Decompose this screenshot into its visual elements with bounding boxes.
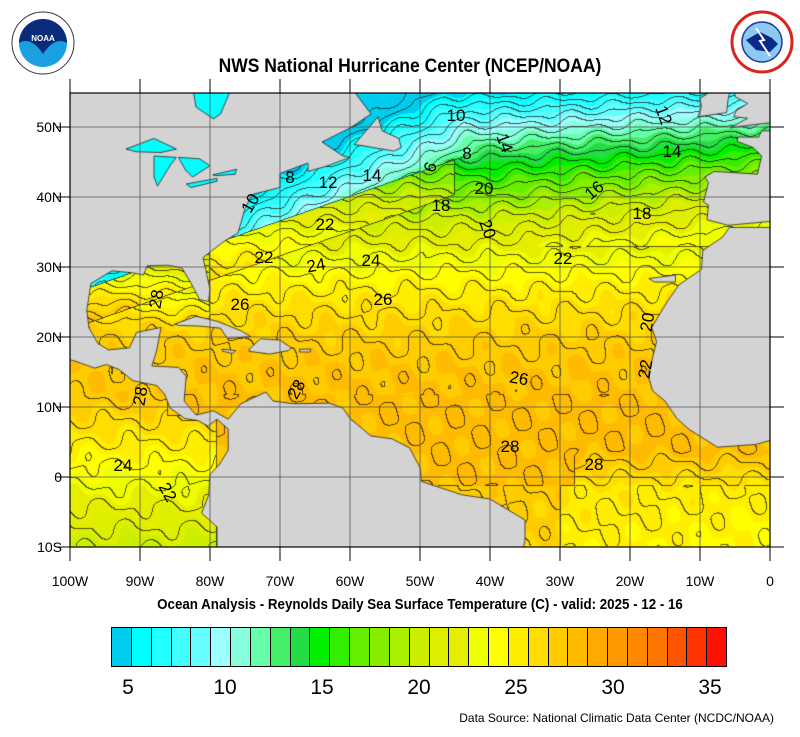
contour-label: 22 bbox=[316, 215, 335, 234]
lon-tick-label: 50W bbox=[406, 573, 436, 589]
colorbar-bin bbox=[707, 628, 727, 666]
contour-label: 28 bbox=[129, 385, 151, 407]
colorbar-bin bbox=[151, 628, 172, 666]
colorbar-bin bbox=[429, 628, 450, 666]
lat-tick-label: 10N bbox=[36, 399, 62, 415]
contour-label: 12 bbox=[319, 173, 338, 192]
contour-label: 28 bbox=[145, 288, 167, 310]
colorbar-bin bbox=[250, 628, 271, 666]
colorbar-bin bbox=[112, 628, 132, 666]
colorbar-bin bbox=[548, 628, 569, 666]
colorbar-bin bbox=[687, 628, 708, 666]
lon-tick-label: 40W bbox=[476, 573, 506, 589]
colorbar-bin bbox=[369, 628, 390, 666]
lon-tick-label: 90W bbox=[126, 573, 156, 589]
lon-tick-label: 30W bbox=[546, 573, 576, 589]
svg-text:NOAA: NOAA bbox=[31, 34, 55, 43]
lon-tick-label: 60W bbox=[336, 573, 366, 589]
contour-label: 14 bbox=[492, 131, 516, 155]
colorbar-bin bbox=[489, 628, 509, 666]
lat-tick-label: 20N bbox=[36, 329, 62, 345]
colorbar-bin bbox=[231, 628, 251, 666]
lat-tick-label: 40N bbox=[36, 189, 62, 205]
colorbar-bin bbox=[627, 628, 648, 666]
map-overlay: 100W 90W 80W 70W 60W 50W 40W 30W 20W 10W 0 50N 40N 30… bbox=[36, 79, 784, 589]
colorbar-bin bbox=[608, 628, 628, 666]
contour-label: 18 bbox=[633, 204, 652, 223]
colorbar-bin bbox=[330, 628, 351, 666]
colorbar-bin bbox=[667, 628, 688, 666]
contour-label: 22 bbox=[155, 479, 181, 505]
contour-label: 22 bbox=[634, 358, 656, 380]
colorbar-bin bbox=[131, 628, 152, 666]
lat-tick-label: 50N bbox=[36, 119, 62, 135]
contour-label: 14 bbox=[663, 142, 682, 161]
contour-label: 22 bbox=[255, 248, 274, 267]
lat-tick-label: 0 bbox=[54, 469, 62, 485]
lat-tick-label: 30N bbox=[36, 259, 62, 275]
contour-label: 6 bbox=[420, 159, 441, 174]
colorbar bbox=[111, 627, 727, 667]
contour-label: 28 bbox=[501, 437, 520, 456]
colorbar-bin bbox=[191, 628, 212, 666]
map-subtitle: Ocean Analysis - Reynolds Daily Sea Surf… bbox=[157, 597, 683, 613]
colorbar-bin bbox=[270, 628, 291, 666]
contour-label: 28 bbox=[585, 455, 604, 474]
colorbar-label: 20 bbox=[407, 676, 431, 699]
lon-tick-label: 80W bbox=[196, 573, 226, 589]
lat-tick-label: 10S bbox=[37, 539, 62, 555]
contour-label: 20 bbox=[475, 217, 499, 241]
colorbar-bin bbox=[171, 628, 192, 666]
colorbar-bin bbox=[528, 628, 549, 666]
colorbar-label: 15 bbox=[310, 676, 334, 699]
data-source: Data Source: National Climatic Data Cent… bbox=[459, 711, 774, 725]
page-title: NWS National Hurricane Center (NCEP/NOAA… bbox=[218, 56, 602, 77]
colorbar-bin bbox=[310, 628, 331, 666]
lon-tick-label: 0 bbox=[766, 573, 774, 589]
colorbar-bin bbox=[647, 628, 668, 666]
colorbar-bin bbox=[588, 628, 609, 666]
contour-label: 10 bbox=[237, 190, 263, 216]
contour-label: 18 bbox=[432, 196, 451, 215]
colorbar-bin bbox=[469, 628, 490, 666]
contour-label: 20 bbox=[475, 179, 494, 198]
colorbar-bin bbox=[449, 628, 470, 666]
contour-label: 16 bbox=[581, 177, 608, 204]
colorbar-bin bbox=[508, 628, 529, 666]
lon-tick-label: 100W bbox=[52, 573, 89, 589]
contour-label: 8 bbox=[285, 168, 294, 187]
noaa-logo: NOAA bbox=[11, 11, 75, 75]
contour-label: 26 bbox=[508, 367, 530, 389]
contour-label: 8 bbox=[462, 144, 471, 163]
contour-label: 26 bbox=[231, 295, 250, 314]
colorbar-bin bbox=[389, 628, 410, 666]
map-frame bbox=[69, 92, 771, 548]
contour-label: 12 bbox=[651, 103, 675, 127]
contour-label: 14 bbox=[363, 166, 382, 185]
contour-label: 10 bbox=[447, 106, 466, 125]
contour-label: 20 bbox=[636, 311, 658, 333]
colorbar-label: 5 bbox=[122, 676, 134, 699]
contour-label: 24 bbox=[114, 456, 133, 475]
colorbar-bin bbox=[211, 628, 232, 666]
colorbar-label: 25 bbox=[504, 676, 528, 699]
contour-label: 24 bbox=[305, 254, 327, 276]
colorbar-label: 30 bbox=[601, 676, 625, 699]
colorbar-bin bbox=[350, 628, 370, 666]
contour-label: 26 bbox=[374, 290, 393, 309]
contour-label: 24 bbox=[362, 251, 381, 270]
nws-logo bbox=[730, 10, 794, 74]
colorbar-bin bbox=[409, 628, 430, 666]
colorbar-bin bbox=[290, 628, 311, 666]
lon-tick-label: 70W bbox=[266, 573, 296, 589]
colorbar-bin bbox=[568, 628, 589, 666]
lon-tick-label: 20W bbox=[616, 573, 646, 589]
contour-label: 22 bbox=[554, 249, 573, 268]
contour-label: 28 bbox=[283, 376, 309, 402]
colorbar-label: 10 bbox=[213, 676, 237, 699]
lon-tick-label: 10W bbox=[686, 573, 716, 589]
colorbar-label: 35 bbox=[698, 676, 722, 699]
